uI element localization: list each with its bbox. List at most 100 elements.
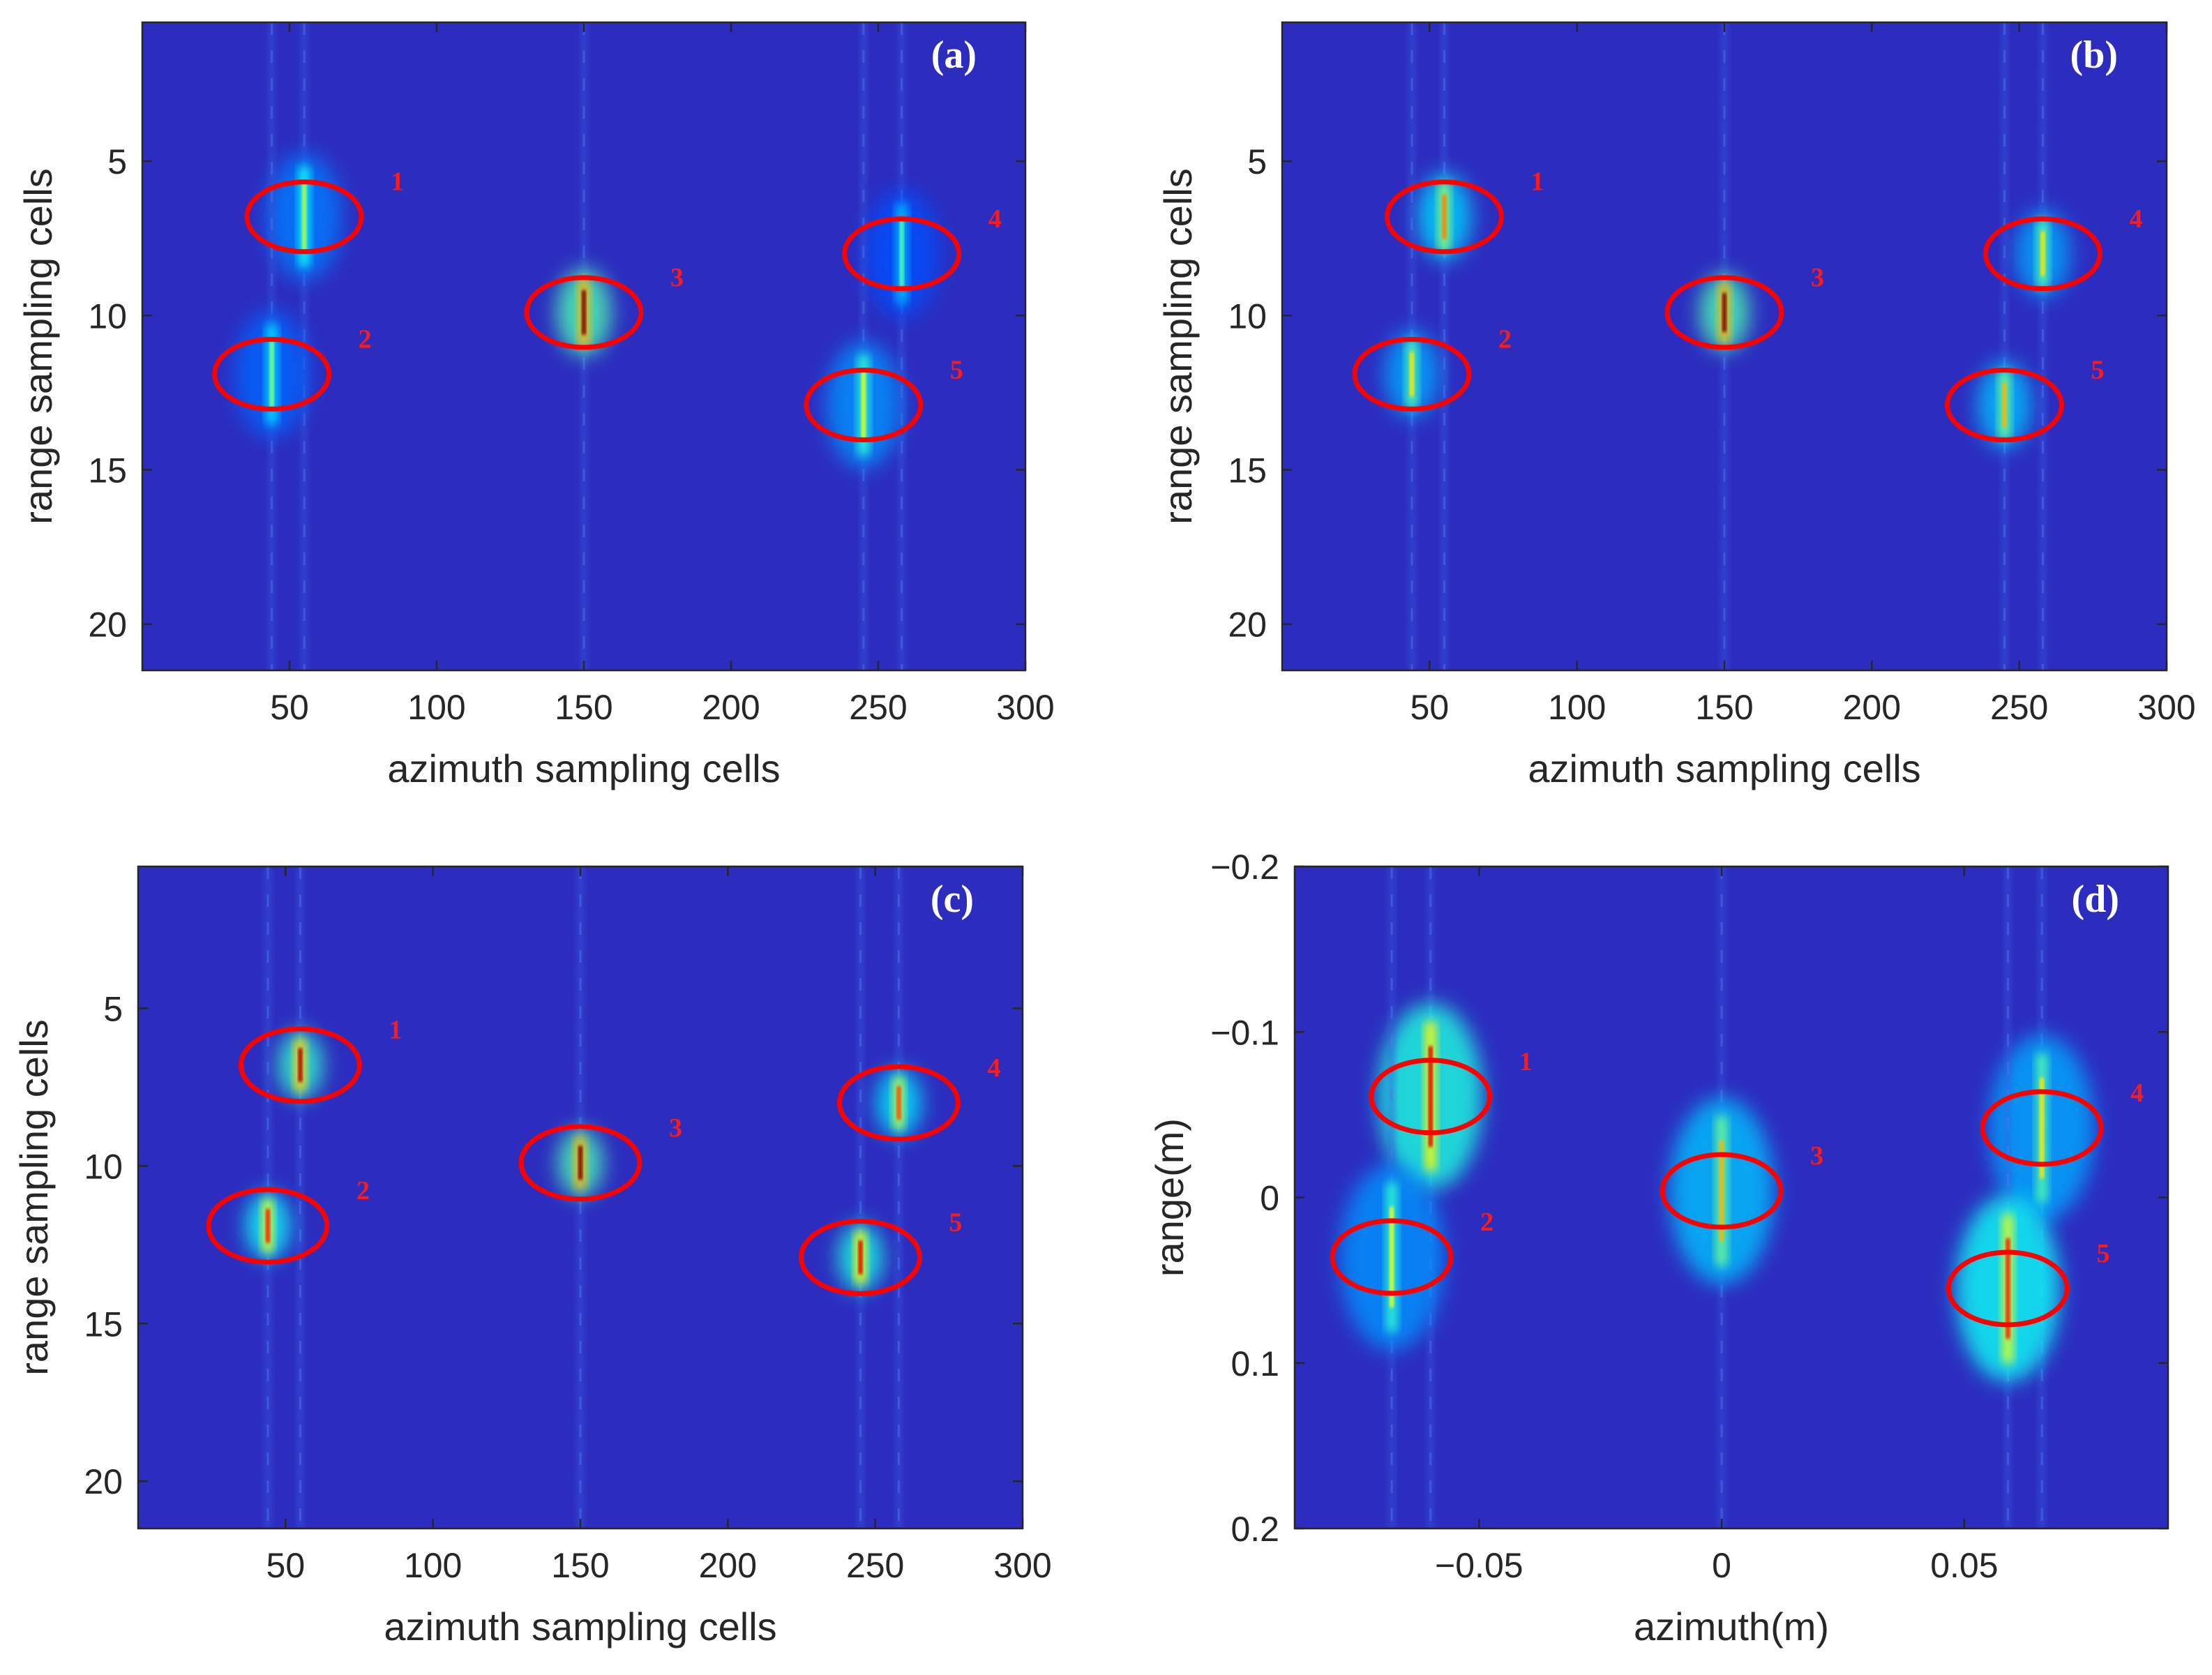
response-core bbox=[2040, 1077, 2045, 1178]
x-tick-label: 200 bbox=[702, 688, 760, 727]
x-tick-label: 150 bbox=[555, 688, 612, 727]
x-tick-label: 150 bbox=[1695, 688, 1753, 727]
target-4-ellipse bbox=[1982, 216, 2102, 292]
target-2-response bbox=[1384, 22, 1440, 670]
target-5-label: 5 bbox=[949, 1208, 963, 1237]
sidelobe-streak bbox=[856, 866, 865, 1528]
x-tick-label: 50 bbox=[266, 1546, 306, 1585]
y-axis-label: range sampling cells bbox=[16, 168, 60, 524]
target-4-response bbox=[2015, 22, 2070, 670]
y-axis-label: range sampling cells bbox=[12, 1019, 56, 1375]
target-5-ellipse bbox=[799, 1218, 923, 1296]
y-tick-label: 15 bbox=[84, 1305, 123, 1344]
target-5-response bbox=[838, 866, 883, 1528]
y-tick-label: 20 bbox=[84, 1462, 123, 1501]
response-core bbox=[269, 340, 274, 408]
y-tick-label: 20 bbox=[88, 606, 127, 645]
x-tick-label: 0.05 bbox=[1930, 1546, 1998, 1585]
target-5-ellipse bbox=[804, 368, 924, 443]
target-2-label: 2 bbox=[1498, 324, 1512, 354]
y-tick-label: 10 bbox=[84, 1147, 123, 1186]
target-5-ellipse bbox=[1945, 368, 2065, 443]
x-tick-label: 200 bbox=[1843, 688, 1901, 727]
x-tick-label: 250 bbox=[1990, 688, 2048, 727]
target-5-label: 5 bbox=[2096, 1239, 2109, 1268]
x-tick-label: 250 bbox=[849, 688, 907, 727]
response-core bbox=[858, 1240, 863, 1275]
y-tick-label: −0.1 bbox=[1210, 1013, 1279, 1052]
x-tick-label: 0 bbox=[1712, 1546, 1731, 1585]
y-tick-label: 20 bbox=[1228, 606, 1267, 645]
target-1-label: 1 bbox=[1530, 167, 1544, 197]
response-core bbox=[1442, 194, 1447, 239]
x-axis-label: azimuth sampling cells bbox=[387, 746, 780, 790]
x-tick-label: 300 bbox=[993, 1546, 1051, 1585]
response-core bbox=[578, 1146, 582, 1180]
y-tick-label: −0.2 bbox=[1210, 848, 1279, 887]
target-3-label: 3 bbox=[1810, 1141, 1823, 1171]
target-4-label: 4 bbox=[2129, 204, 2142, 234]
target-4-response bbox=[876, 866, 921, 1528]
sidelobe-streak bbox=[894, 866, 903, 1528]
target-3-ellipse bbox=[1660, 1152, 1784, 1230]
x-axis-label: azimuth sampling cells bbox=[1528, 746, 1920, 790]
y-tick-label: 0.2 bbox=[1231, 1510, 1279, 1549]
response-core bbox=[1428, 1046, 1433, 1147]
y-tick-label: 0 bbox=[1260, 1179, 1279, 1218]
target-3-ellipse bbox=[518, 1124, 642, 1202]
response-core bbox=[265, 1208, 270, 1243]
target-2-response bbox=[1339, 866, 1445, 1528]
target-1-label: 1 bbox=[391, 167, 404, 197]
image-area bbox=[1384, 22, 2070, 670]
target-2-label: 2 bbox=[1480, 1208, 1494, 1237]
x-tick-label: 100 bbox=[1548, 688, 1606, 727]
response-core bbox=[2002, 382, 2007, 428]
y-axis-label: range(m) bbox=[1148, 1118, 1191, 1277]
target-3-label: 3 bbox=[670, 263, 684, 292]
panel-label: (d) bbox=[2072, 878, 2119, 921]
response-core bbox=[1409, 352, 1414, 397]
panel-label: (c) bbox=[931, 878, 974, 921]
response-core bbox=[1720, 1140, 1724, 1242]
target-5-label: 5 bbox=[950, 356, 963, 385]
target-3-ellipse bbox=[1664, 275, 1784, 350]
target-1-label: 1 bbox=[1519, 1047, 1533, 1076]
x-tick-label: 100 bbox=[404, 1546, 462, 1585]
x-tick-label: 150 bbox=[551, 1546, 609, 1585]
y-tick-label: 5 bbox=[1247, 142, 1267, 181]
panel-d: 1 2 3 4 5 −0.05 0 0.05 −0.2 −0.1 0 0.1 0.2 azimuth(m)… bbox=[1148, 848, 2169, 1648]
sidelobe-streak bbox=[2000, 22, 2009, 670]
panel-label: (a) bbox=[931, 33, 977, 77]
target-2-ellipse bbox=[1352, 336, 1472, 412]
panel-c: 1 2 3 4 5 50 100 150 200 250 300 5 10 15 20 azimuth sam… bbox=[12, 865, 1052, 1648]
target-1-response bbox=[1417, 22, 1472, 670]
x-tick-label: 200 bbox=[699, 1546, 757, 1585]
response-core bbox=[302, 183, 307, 250]
panel-b: 1 2 3 4 5 50 100 150 200 250 300 5 10 15 20 azimuth sam… bbox=[1156, 21, 2196, 790]
panel-a: 1 2 3 4 5 50 100 150 200 250 300 5 10 15 20 azimuth sam… bbox=[16, 21, 1055, 790]
target-4-ellipse bbox=[836, 1064, 961, 1142]
target-3-response bbox=[1669, 866, 1775, 1528]
response-core bbox=[582, 290, 586, 335]
target-4-label: 4 bbox=[988, 204, 1002, 234]
target-2-ellipse bbox=[206, 1187, 330, 1265]
response-core bbox=[896, 1086, 901, 1120]
x-axis-label: azimuth(m) bbox=[1634, 1605, 1829, 1648]
x-axis-label: azimuth sampling cells bbox=[384, 1605, 776, 1648]
x-tick-label: 100 bbox=[407, 688, 465, 727]
target-4-ellipse bbox=[1980, 1089, 2104, 1167]
target-2-label: 2 bbox=[359, 324, 372, 354]
y-tick-label: 5 bbox=[107, 142, 127, 181]
sidelobe-streak bbox=[897, 22, 906, 670]
target-5-response bbox=[1977, 22, 2032, 670]
sidelobe-streak bbox=[2038, 22, 2047, 670]
target-1-ellipse bbox=[238, 1026, 362, 1104]
target-3-label: 3 bbox=[669, 1113, 682, 1143]
target-2-label: 2 bbox=[356, 1176, 370, 1205]
target-3-ellipse bbox=[524, 275, 644, 350]
target-2-ellipse bbox=[1330, 1218, 1454, 1296]
target-5-label: 5 bbox=[2091, 356, 2105, 385]
x-tick-label: 50 bbox=[270, 688, 309, 727]
target-1-ellipse bbox=[244, 179, 364, 255]
x-tick-label: 50 bbox=[1410, 688, 1450, 727]
